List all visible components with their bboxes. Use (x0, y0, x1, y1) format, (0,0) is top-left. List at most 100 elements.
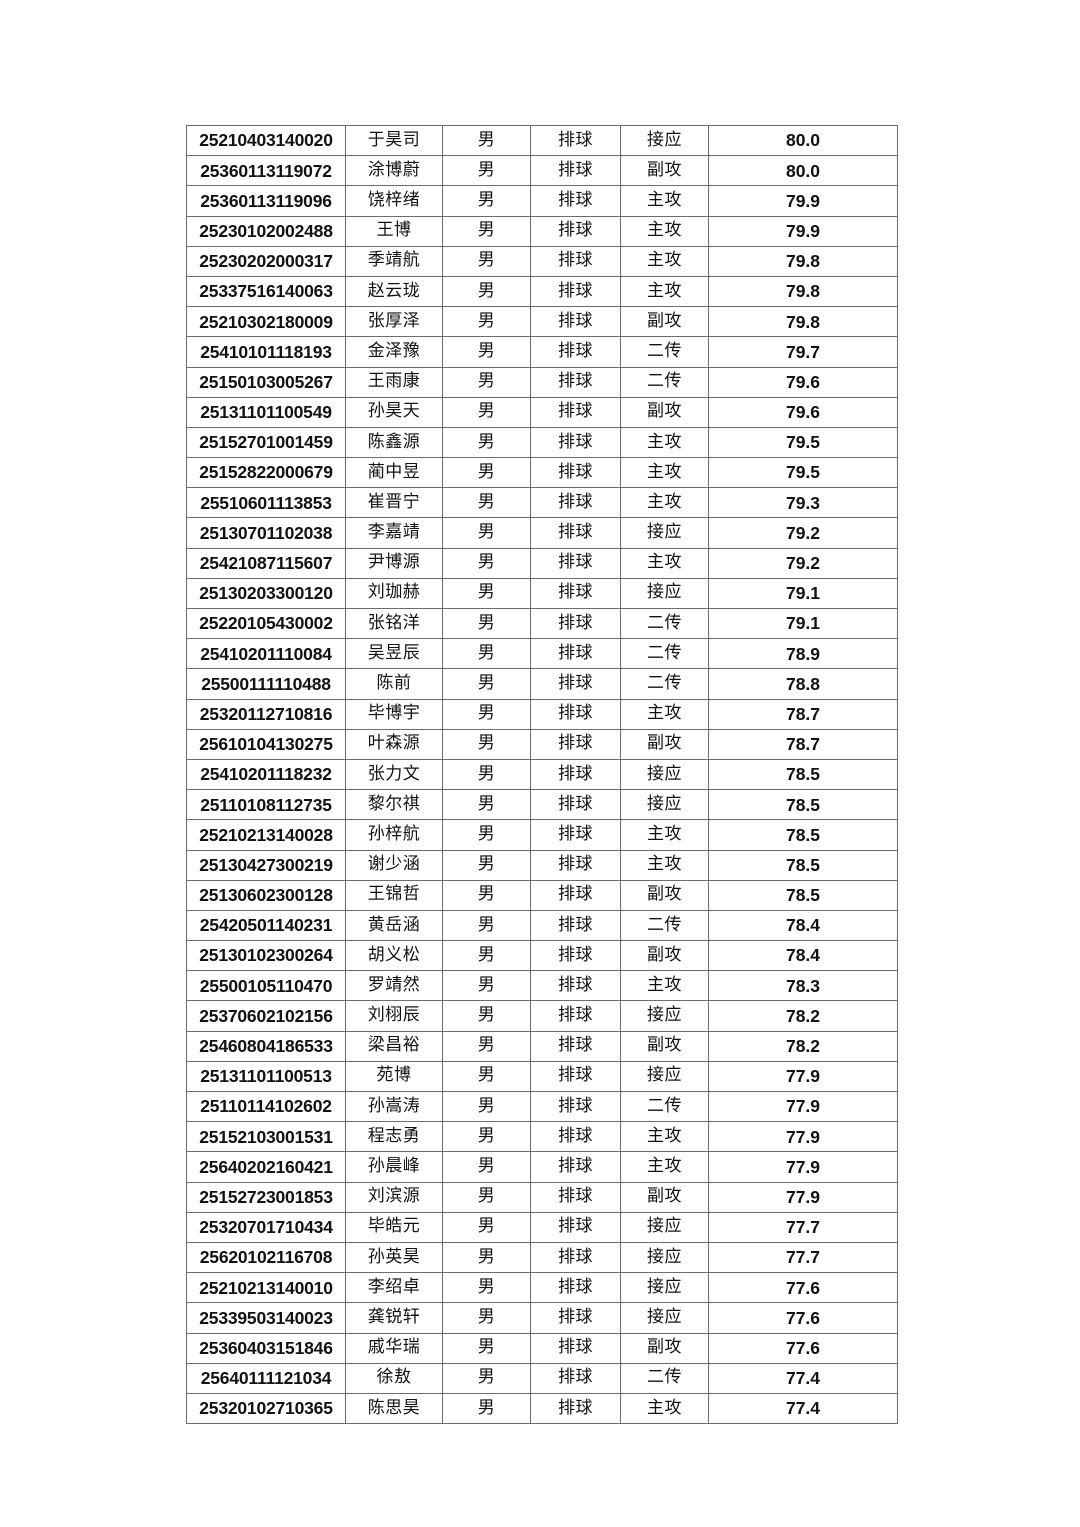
cell-sport: 排球 (530, 909, 621, 942)
cell-sex: 男 (442, 1241, 531, 1274)
cell-position: 接应 (620, 577, 709, 610)
cell-position: 主攻 (620, 185, 709, 217)
table-row: 25360113119096 饶梓绪男排球 主攻 79.9 (186, 185, 898, 217)
cell-sport: 排球 (530, 1302, 621, 1334)
cell-sex: 男 (442, 366, 531, 398)
cell-sex: 男 (442, 275, 531, 308)
cell-sport: 排球 (530, 577, 621, 610)
cell-position: 主攻 (620, 215, 709, 247)
cell-name: 于昊司 (345, 124, 443, 157)
cell-position: 主攻 (620, 426, 709, 459)
table-row: 25620102116708 孙英昊男排球 接应 77.7 (186, 1241, 898, 1274)
cell-position: 二传 (620, 1090, 709, 1123)
table-row: 25421087115607 尹博源男排球 主攻 79.2 (186, 547, 898, 579)
cell-position: 副攻 (620, 728, 709, 760)
table-row: 25230102002488 王博男排球 主攻 79.9 (186, 215, 898, 247)
cell-score: 79.7 (708, 336, 898, 368)
cell-score: 79.9 (708, 185, 898, 217)
cell-score: 78.3 (708, 970, 898, 1002)
cell-sex: 男 (442, 215, 531, 247)
cell-sport: 排球 (530, 638, 621, 670)
cell-sport: 排球 (530, 185, 621, 217)
cell-sport: 排球 (530, 487, 621, 519)
table-row: 25210213140010 李绍卓男排球 接应 77.6 (186, 1272, 898, 1304)
cell-name: 谢少涵 (345, 849, 443, 881)
cell-score: 78.5 (708, 849, 898, 881)
cell-sport: 排球 (530, 245, 621, 277)
cell-exam-id: 25410201118232 (186, 758, 346, 791)
cell-score: 78.4 (708, 909, 898, 942)
cell-score: 77.7 (708, 1241, 898, 1274)
cell-name: 季靖航 (345, 245, 443, 277)
cell-sport: 排球 (530, 1090, 621, 1123)
cell-sport: 排球 (530, 698, 621, 730)
cell-position: 接应 (620, 789, 709, 821)
cell-score: 77.7 (708, 1211, 898, 1243)
table-row: 25150103005267 王雨康男排球 二传 79.6 (186, 366, 898, 398)
cell-name: 王锦哲 (345, 879, 443, 911)
cell-score: 78.9 (708, 638, 898, 670)
cell-exam-id: 25500111110488 (186, 668, 346, 700)
cell-name: 孙英昊 (345, 1241, 443, 1274)
cell-exam-id: 25131101100513 (186, 1060, 346, 1093)
cell-exam-id: 25500105110470 (186, 970, 346, 1002)
cell-sex: 男 (442, 1090, 531, 1123)
cell-score: 78.5 (708, 789, 898, 821)
table-row: 25210403140020 于昊司男排球 接应 80.0 (186, 124, 898, 157)
cell-sport: 排球 (530, 336, 621, 368)
cell-exam-id: 25640202160421 (186, 1151, 346, 1183)
cell-score: 79.1 (708, 607, 898, 640)
cell-name: 吴昱辰 (345, 638, 443, 670)
cell-sex: 男 (442, 879, 531, 911)
cell-sport: 排球 (530, 1121, 621, 1153)
cell-sex: 男 (442, 1181, 531, 1213)
cell-name: 罗靖然 (345, 970, 443, 1002)
cell-sport: 排球 (530, 457, 621, 489)
cell-score: 79.8 (708, 245, 898, 277)
cell-sex: 男 (442, 1302, 531, 1334)
cell-exam-id: 25420501140231 (186, 909, 346, 942)
cell-sex: 男 (442, 638, 531, 670)
cell-exam-id: 25230202000317 (186, 245, 346, 277)
cell-sport: 排球 (530, 1241, 621, 1274)
cell-score: 77.9 (708, 1060, 898, 1093)
cell-exam-id: 25210213140010 (186, 1272, 346, 1304)
cell-name: 孙昊天 (345, 396, 443, 428)
cell-score: 79.6 (708, 396, 898, 428)
cell-score: 78.7 (708, 698, 898, 730)
cell-sport: 排球 (530, 819, 621, 851)
cell-score: 77.9 (708, 1090, 898, 1123)
cell-sport: 排球 (530, 547, 621, 579)
cell-sex: 男 (442, 668, 531, 700)
cell-sport: 排球 (530, 426, 621, 459)
cell-sex: 男 (442, 245, 531, 277)
cell-sport: 排球 (530, 306, 621, 338)
cell-name: 饶梓绪 (345, 185, 443, 217)
table-row: 25130102300264 胡义松男排球 副攻 78.4 (186, 940, 898, 972)
cell-position: 主攻 (620, 819, 709, 851)
cell-sport: 排球 (530, 1000, 621, 1032)
cell-name: 刘栩辰 (345, 1000, 443, 1032)
cell-name: 徐敖 (345, 1362, 443, 1394)
cell-name: 叶森源 (345, 728, 443, 760)
cell-name: 毕皓元 (345, 1211, 443, 1243)
cell-exam-id: 25620102116708 (186, 1241, 346, 1274)
cell-sport: 排球 (530, 517, 621, 549)
table-row: 25370602102156 刘栩辰男排球 接应 78.2 (186, 1000, 898, 1032)
cell-position: 主攻 (620, 245, 709, 277)
cell-name: 王雨康 (345, 366, 443, 398)
cell-position: 主攻 (620, 275, 709, 308)
cell-position: 副攻 (620, 306, 709, 338)
cell-exam-id: 25360403151846 (186, 1332, 346, 1364)
cell-sport: 排球 (530, 1332, 621, 1364)
cell-name: 涂博蔚 (345, 155, 443, 187)
table-row: 25410201110084 吴昱辰男排球 二传 78.9 (186, 638, 898, 670)
cell-name: 蔺中昱 (345, 457, 443, 489)
cell-sex: 男 (442, 426, 531, 459)
cell-exam-id: 25421087115607 (186, 547, 346, 579)
table-row: 25610104130275 叶森源男排球 副攻 78.7 (186, 728, 898, 760)
cell-sex: 男 (442, 607, 531, 640)
cell-sex: 男 (442, 909, 531, 942)
cell-sex: 男 (442, 1121, 531, 1153)
